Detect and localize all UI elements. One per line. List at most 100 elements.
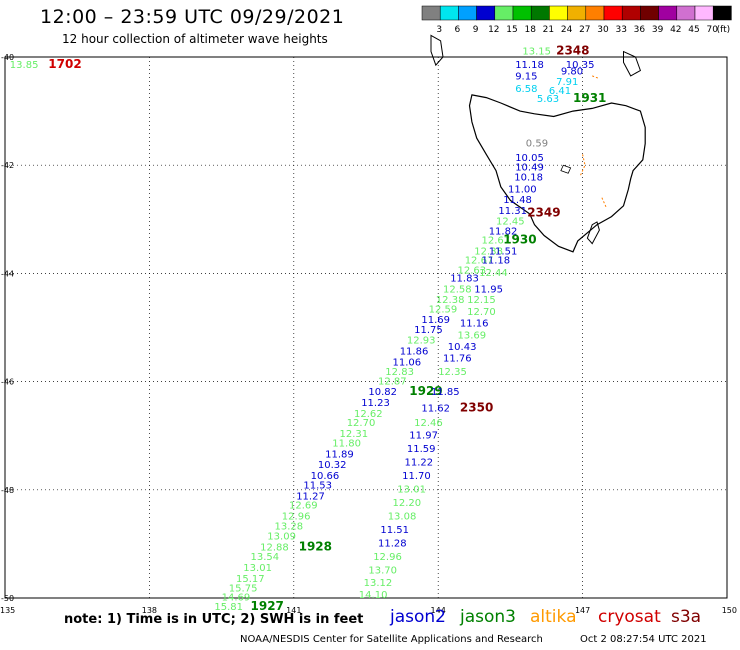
- latitude-label: -42: [1, 161, 14, 170]
- satellite-cryosat: cryosat: [598, 607, 661, 627]
- wave-height-label: 12.46: [414, 418, 443, 429]
- wave-height-label: 12.70: [347, 418, 376, 429]
- wave-height-label: 0.59: [526, 138, 548, 149]
- wave-height-label: 11.95: [474, 284, 503, 295]
- wave-height-label: 11.06: [393, 357, 422, 368]
- time-label: 1702: [48, 57, 81, 71]
- wave-height-label: 12.69: [289, 501, 318, 512]
- longitude-label: 138: [142, 606, 157, 615]
- legend-label: 18: [524, 25, 536, 35]
- wave-height-label: 12.38: [474, 247, 503, 258]
- wave-height-label: 12.88: [260, 542, 289, 553]
- legend-unit: (ft): [717, 25, 731, 35]
- wave-height-label: 13.70: [368, 566, 397, 577]
- map-frame: [4, 56, 728, 599]
- legend-swatch: [712, 5, 732, 21]
- wave-height-label: 13.12: [364, 578, 393, 589]
- tasmania-outline: [468, 94, 646, 253]
- longitude-label: 150: [722, 606, 737, 615]
- wave-height-label: 12.96: [282, 512, 311, 523]
- wave-height-label: 12.93: [407, 336, 436, 347]
- wave-height-label: 12.83: [385, 367, 414, 378]
- time-label: 2349: [527, 206, 560, 220]
- wave-height-label: 13.85: [10, 60, 39, 71]
- map-subtitle: 12 hour collection of altimeter wave hei…: [62, 32, 328, 46]
- wave-height-label: 11.85: [431, 387, 460, 398]
- wave-height-label: 11.97: [409, 430, 438, 441]
- wave-height-label: 13.28: [275, 521, 304, 532]
- footer-note: note: 1) Time is in UTC; 2) SWH is in fe…: [64, 612, 364, 627]
- wave-height-label: 10.66: [311, 471, 340, 482]
- border-line: [592, 75, 600, 80]
- island-outline: [623, 50, 642, 77]
- tasmania-coastline: [430, 34, 646, 253]
- wave-height-label: 11.89: [325, 449, 354, 460]
- longitude-label: 144: [431, 606, 446, 615]
- time-label: 1927: [251, 599, 284, 613]
- satellite-s3a: s3a: [671, 607, 702, 627]
- longitude-label: 147: [575, 606, 590, 615]
- wave-height-label: 5.63: [537, 94, 559, 105]
- wave-height-label: 11.53: [303, 481, 332, 492]
- wave-height-label: 10.32: [318, 460, 347, 471]
- legend-label: 36: [634, 25, 646, 35]
- wave-height-label: 13.09: [267, 532, 296, 543]
- wave-height-label: 13.01: [243, 563, 272, 574]
- wave-height-label: 11.76: [443, 354, 472, 365]
- wave-height-label: 13.54: [251, 552, 280, 563]
- legend-label: 9: [473, 25, 479, 35]
- wave-height-label: 11.51: [489, 247, 518, 258]
- legend-label: 21: [543, 25, 554, 35]
- legend-label: 39: [652, 25, 664, 35]
- wave-height-label: 12.35: [438, 367, 467, 378]
- wave-height-labels: 13.85 1702 13.15 2348 11.18 10.35 9.15 9.807.91…: [10, 43, 607, 613]
- satellite-jason2: jason2: [390, 607, 446, 627]
- satellite-altika: altika: [530, 607, 577, 627]
- island-outline: [430, 34, 444, 67]
- wave-height-label: 11.28: [378, 539, 407, 550]
- wave-height-label: 11.16: [460, 318, 489, 329]
- wave-height-label: 11.51: [380, 525, 409, 536]
- island-outline: [586, 221, 600, 245]
- generated-timestamp: Oct 2 08:27:54 UTC 2021: [580, 634, 707, 645]
- wave-height-label: 10.35: [566, 60, 595, 71]
- border-line: [601, 197, 608, 209]
- wave-height-label: 13.15: [522, 46, 551, 57]
- wave-height-legend: 3 6 9 12 15 18 21 24 27 30 33 36 39 42 45 70(ft): [421, 5, 732, 35]
- legend-label: 42: [670, 25, 681, 35]
- wave-height-label: 7.91: [556, 77, 578, 88]
- wave-height-label: 9.80: [561, 66, 583, 77]
- time-label: 1931: [573, 91, 606, 105]
- longitude-label: 141: [286, 606, 301, 615]
- wave-height-label: 11.31: [498, 206, 527, 217]
- wave-height-label: 12.87: [378, 376, 407, 387]
- time-label: 1928: [299, 539, 332, 553]
- time-label: 1930: [503, 233, 536, 247]
- wave-height-label: 12.15: [467, 295, 496, 306]
- lake-outline: [560, 164, 572, 174]
- wave-height-label: 9.15: [515, 72, 537, 83]
- map-title: 12:00 – 23:59 UTC 09/29/2021: [40, 6, 345, 28]
- wave-height-label: 10.18: [514, 172, 543, 183]
- wave-height-label: 11.22: [405, 458, 434, 469]
- satellite-jason3: jason3: [460, 607, 516, 627]
- legend-label: 3: [436, 25, 442, 35]
- time-label: 1929: [409, 384, 442, 398]
- wave-height-label: 12.44: [479, 268, 508, 279]
- wave-height-label: 11.75: [414, 325, 443, 336]
- latitude-label: -50: [1, 594, 14, 603]
- wave-height-label: 11.69: [421, 315, 450, 326]
- wave-height-label: 11.62: [421, 403, 450, 414]
- wave-height-label: 12.45: [496, 217, 525, 228]
- wave-height-label: 11.86: [400, 347, 429, 358]
- legend-label: 45: [688, 25, 699, 35]
- latitude-label: -44: [1, 269, 14, 278]
- wave-height-label: 12.67: [482, 236, 511, 247]
- wave-height-label: 10.43: [448, 342, 477, 353]
- latitude-label: -46: [1, 378, 14, 387]
- wave-height-label: 15.17: [236, 574, 265, 585]
- legend-label: 33: [615, 25, 626, 35]
- latitude-label: -48: [1, 486, 14, 495]
- time-label: 2348: [556, 43, 589, 57]
